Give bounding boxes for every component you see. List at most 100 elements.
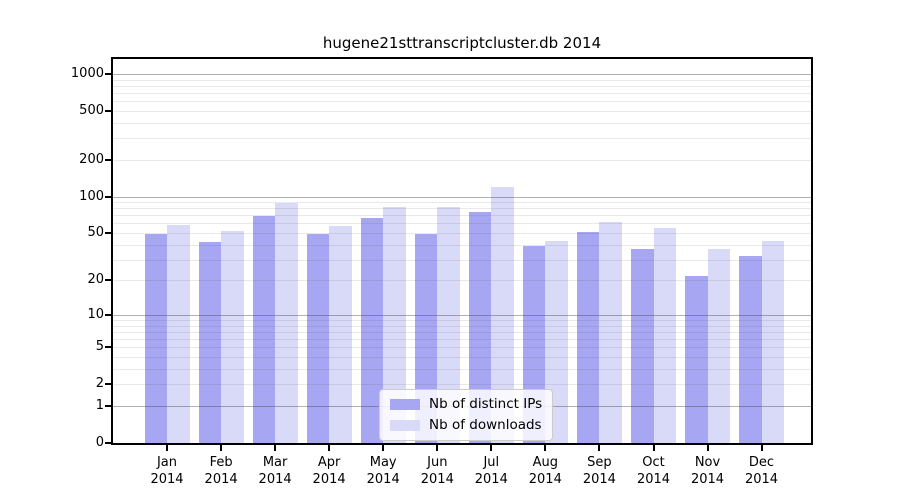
- x-tick-label-jan: Jan 2014: [135, 454, 199, 488]
- x-tick-feb: [220, 445, 223, 451]
- gridline-3: [113, 368, 811, 370]
- x-tick-year: 2014: [744, 472, 779, 487]
- y-tick-20: [105, 279, 112, 282]
- bar-downloads-jun: [437, 207, 460, 443]
- gridline-6: [113, 339, 811, 341]
- axis-spine-bottom: [111, 443, 811, 445]
- bar-downloads-may: [383, 207, 406, 443]
- bar-distinct-ips-apr: [306, 234, 330, 443]
- bar-distinct-ips-feb: [198, 242, 221, 443]
- y-tick-label-200: 200: [79, 151, 104, 167]
- axis-spine-right: [811, 57, 813, 445]
- bar-downloads-feb: [221, 230, 244, 443]
- legend: Nb of distinct IPs Nb of downloads: [379, 389, 554, 441]
- x-tick-label-dec: Dec 2014: [730, 454, 794, 488]
- gridline-700: [113, 93, 811, 94]
- bar-distinct-ips-jul: [468, 211, 492, 443]
- gridline-200: [113, 159, 811, 161]
- gridline-600: [113, 101, 811, 103]
- x-tick-label-mar: Mar 2014: [243, 454, 307, 488]
- x-tick-year: 2014: [204, 472, 238, 487]
- legend-label-downloads: Nb of downloads: [429, 417, 542, 433]
- bar-distinct-ips-oct: [631, 248, 654, 443]
- gridline-60: [113, 223, 811, 225]
- bar-downloads-mar: [275, 203, 298, 443]
- legend-swatch-downloads: [390, 419, 420, 431]
- bar-distinct-ips-jan: [144, 234, 167, 443]
- gridline-10: [113, 314, 811, 316]
- y-tick-label-1000: 1000: [70, 65, 104, 81]
- bar-downloads-sep: [599, 221, 622, 443]
- gridline-80: [113, 208, 811, 210]
- x-tick-mar: [274, 445, 277, 451]
- bar-downloads-nov: [707, 248, 730, 443]
- x-tick-label-nov: Nov 2014: [676, 454, 740, 488]
- x-tick-may: [382, 445, 385, 451]
- bar-downloads-apr: [329, 226, 352, 443]
- gridline-4: [113, 357, 811, 358]
- y-tick-200: [105, 158, 112, 161]
- y-tick-label-20: 20: [87, 272, 104, 288]
- bar-downloads-jan: [167, 225, 190, 443]
- x-tick-dec: [760, 445, 763, 451]
- bar-downloads-jul: [491, 186, 514, 443]
- legend-item-downloads: Nb of downloads: [390, 416, 542, 434]
- x-tick-jan: [166, 445, 168, 451]
- x-tick-year: 2014: [636, 472, 671, 487]
- gridline-5: [113, 347, 811, 349]
- x-tick-year: 2014: [690, 472, 725, 487]
- x-tick-jun: [436, 445, 439, 451]
- gridline-50: [113, 233, 811, 234]
- gridline-2: [113, 384, 811, 386]
- y-tick-label-1: 1: [95, 398, 104, 413]
- gridline-30: [113, 259, 811, 261]
- gridline-70: [113, 215, 811, 217]
- x-tick-year: 2014: [258, 472, 292, 487]
- x-tick-aug: [544, 445, 547, 451]
- y-tick-1000: [105, 72, 112, 75]
- bar-distinct-ips-may: [360, 217, 384, 443]
- bar-distinct-ips-sep: [576, 231, 600, 443]
- legend-label-distinct-ips: Nb of distinct IPs: [429, 396, 543, 412]
- x-tick-year: 2014: [582, 472, 616, 487]
- y-tick-label-2: 2: [95, 376, 104, 392]
- x-tick-label-feb: Feb 2014: [189, 454, 253, 488]
- y-tick-0: [105, 442, 112, 444]
- chart-title: hugene21sttranscriptcluster.db 2014: [322, 34, 602, 52]
- x-tick-year: 2014: [528, 472, 562, 487]
- bar-distinct-ips-nov: [685, 275, 708, 443]
- bar-downloads-oct: [653, 228, 676, 443]
- y-tick-100: [105, 195, 112, 198]
- bar-downloads-dec: [761, 240, 784, 443]
- x-tick-year: 2014: [312, 472, 346, 487]
- x-tick-oct: [652, 445, 655, 451]
- legend-swatch-distinct-ips: [390, 398, 420, 410]
- y-tick-2: [105, 383, 112, 386]
- y-tick-label-10: 10: [87, 306, 104, 322]
- x-tick-label-may: May 2014: [351, 454, 415, 488]
- bar-distinct-ips-mar: [252, 216, 276, 443]
- axis-spine-left: [111, 57, 113, 445]
- y-tick-label-5: 5: [95, 339, 104, 355]
- gridline-9: [113, 320, 811, 321]
- x-tick-label-jun: Jun 2014: [405, 454, 469, 488]
- x-tick-nov: [706, 445, 709, 451]
- gridline-500: [113, 110, 811, 112]
- axis-spine-top: [111, 57, 811, 59]
- x-tick-year: 2014: [420, 472, 454, 487]
- plot-area: [113, 59, 811, 443]
- gridline-7: [113, 331, 811, 333]
- gridline-800: [113, 85, 811, 87]
- gridline-20: [113, 280, 811, 282]
- x-tick-label-jul: Jul 2014: [459, 454, 523, 488]
- x-tick-jul: [490, 445, 493, 451]
- bar-distinct-ips-dec: [739, 256, 762, 443]
- y-tick-1: [105, 405, 112, 407]
- y-tick-label-50: 50: [87, 225, 104, 240]
- gridline-1000: [113, 73, 811, 75]
- x-tick-label-oct: Oct 2014: [622, 454, 686, 488]
- y-tick-label-0: 0: [95, 435, 104, 450]
- gridline-90: [113, 202, 811, 203]
- y-tick-10: [105, 313, 112, 316]
